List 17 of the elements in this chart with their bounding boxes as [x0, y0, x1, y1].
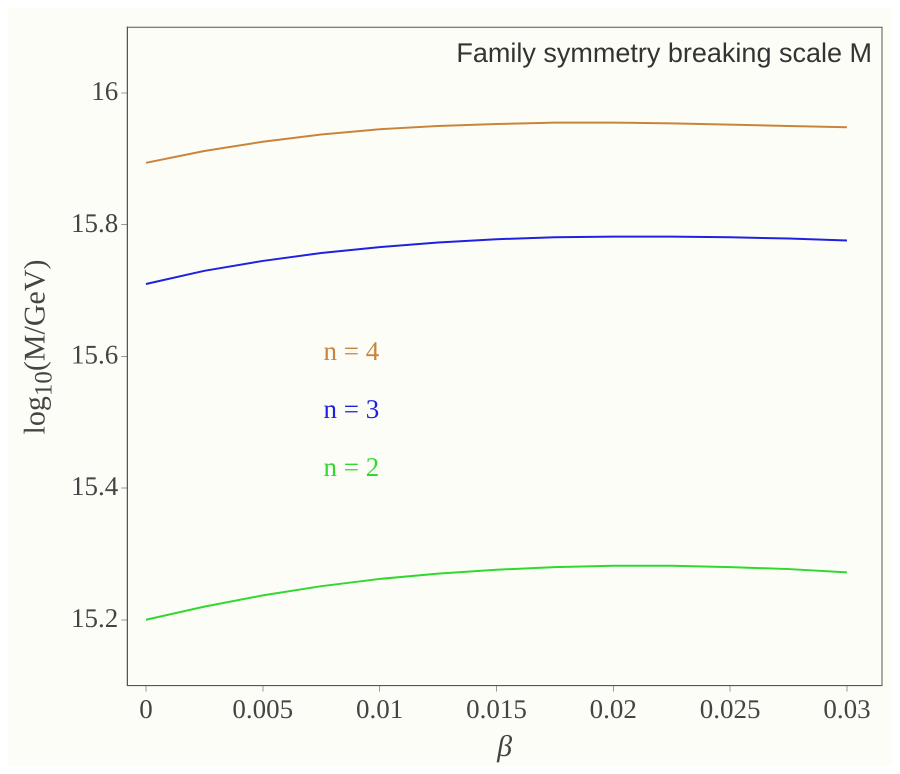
y-tick-label: 15.6	[71, 339, 118, 370]
text: n = 2	[323, 452, 380, 482]
x-tick-label: 0.025	[700, 694, 760, 724]
x-tick-label: 0.03	[823, 694, 871, 724]
x-tick-label: 0.02	[590, 694, 637, 724]
y-tick-label: 15.2	[71, 602, 118, 633]
x-tick-label: 0	[139, 694, 153, 724]
x-tick-label: 0.01	[356, 694, 404, 724]
y-tick-label: 16	[91, 76, 118, 106]
y-tick-label: 15.8	[71, 208, 118, 238]
chart-title: Family symmetry breaking scale M	[456, 38, 872, 68]
text: n = 4	[323, 336, 380, 366]
y-tick-label: 15.4	[71, 471, 119, 502]
text: n = 3	[323, 394, 380, 424]
x-tick-label: 0.005	[232, 694, 294, 724]
x-tick-label: 0.015	[466, 694, 527, 724]
x-axis-title: β	[496, 730, 512, 763]
